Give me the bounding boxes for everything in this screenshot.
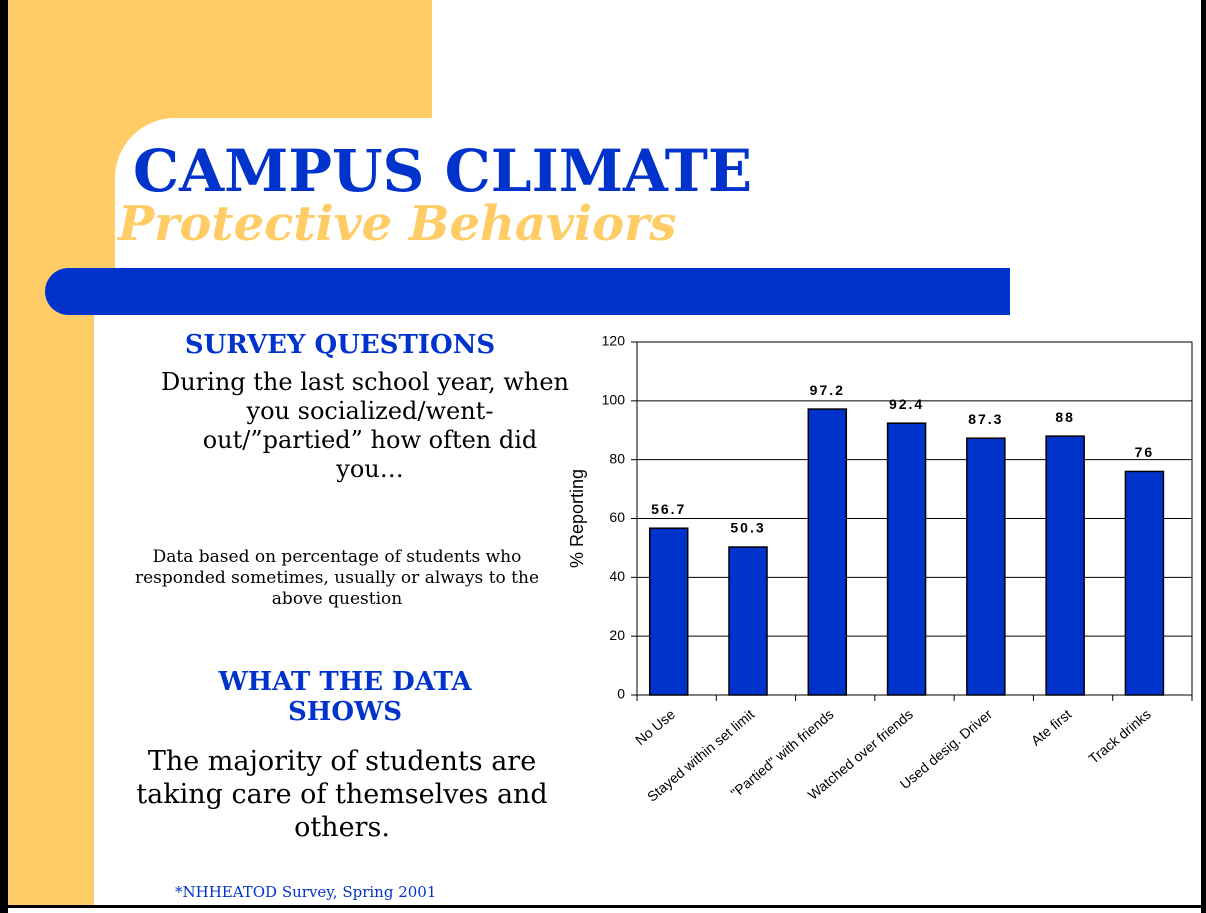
footnote: *NHHEATOD Survey, Spring 2001 [175, 883, 437, 901]
bar [807, 408, 848, 696]
value-label: 56.7 [651, 501, 686, 517]
bottom-border [0, 905, 1206, 908]
value-label: 88 [1055, 409, 1075, 425]
bar [886, 422, 927, 696]
findings-text: The majority of students are taking care… [136, 746, 548, 843]
value-label: 97.2 [810, 382, 845, 398]
x-tick-label: Track drinks [1085, 706, 1153, 767]
y-tick-label: 120 [602, 333, 626, 349]
value-label: 50.3 [730, 520, 765, 536]
bar [1124, 470, 1165, 696]
blue-bar [45, 268, 1010, 315]
findings-heading: WHAT THE DATA SHOWS [218, 667, 472, 727]
y-tick-label: 40 [609, 568, 625, 584]
y-tick-label: 100 [602, 392, 626, 408]
value-label: 92.4 [889, 396, 924, 412]
value-label: 87.3 [968, 411, 1003, 427]
subtitle: Protective Behaviors [118, 196, 677, 252]
bar [728, 546, 768, 696]
y-tick-label: 0 [617, 686, 625, 702]
x-tick-label: Ate first [1028, 706, 1075, 749]
value-label: 76 [1135, 444, 1155, 460]
left-border [0, 0, 8, 913]
right-border [1201, 0, 1206, 913]
x-tick-label: No Use [632, 706, 678, 748]
survey-heading: SURVEY QUESTIONS [184, 330, 496, 360]
bar [1045, 435, 1085, 696]
data-note: Data based on percentage of students who… [134, 547, 540, 609]
accent-column [8, 0, 94, 905]
title: CAMPUS CLIMATE [133, 137, 753, 205]
y-axis-label: % Reporting [567, 469, 587, 568]
survey-question: During the last school year, when you so… [160, 368, 570, 483]
bar [648, 527, 689, 696]
bar [966, 437, 1006, 696]
y-tick-label: 20 [609, 627, 625, 643]
y-tick-label: 60 [609, 509, 625, 525]
y-tick-label: 80 [609, 450, 625, 466]
